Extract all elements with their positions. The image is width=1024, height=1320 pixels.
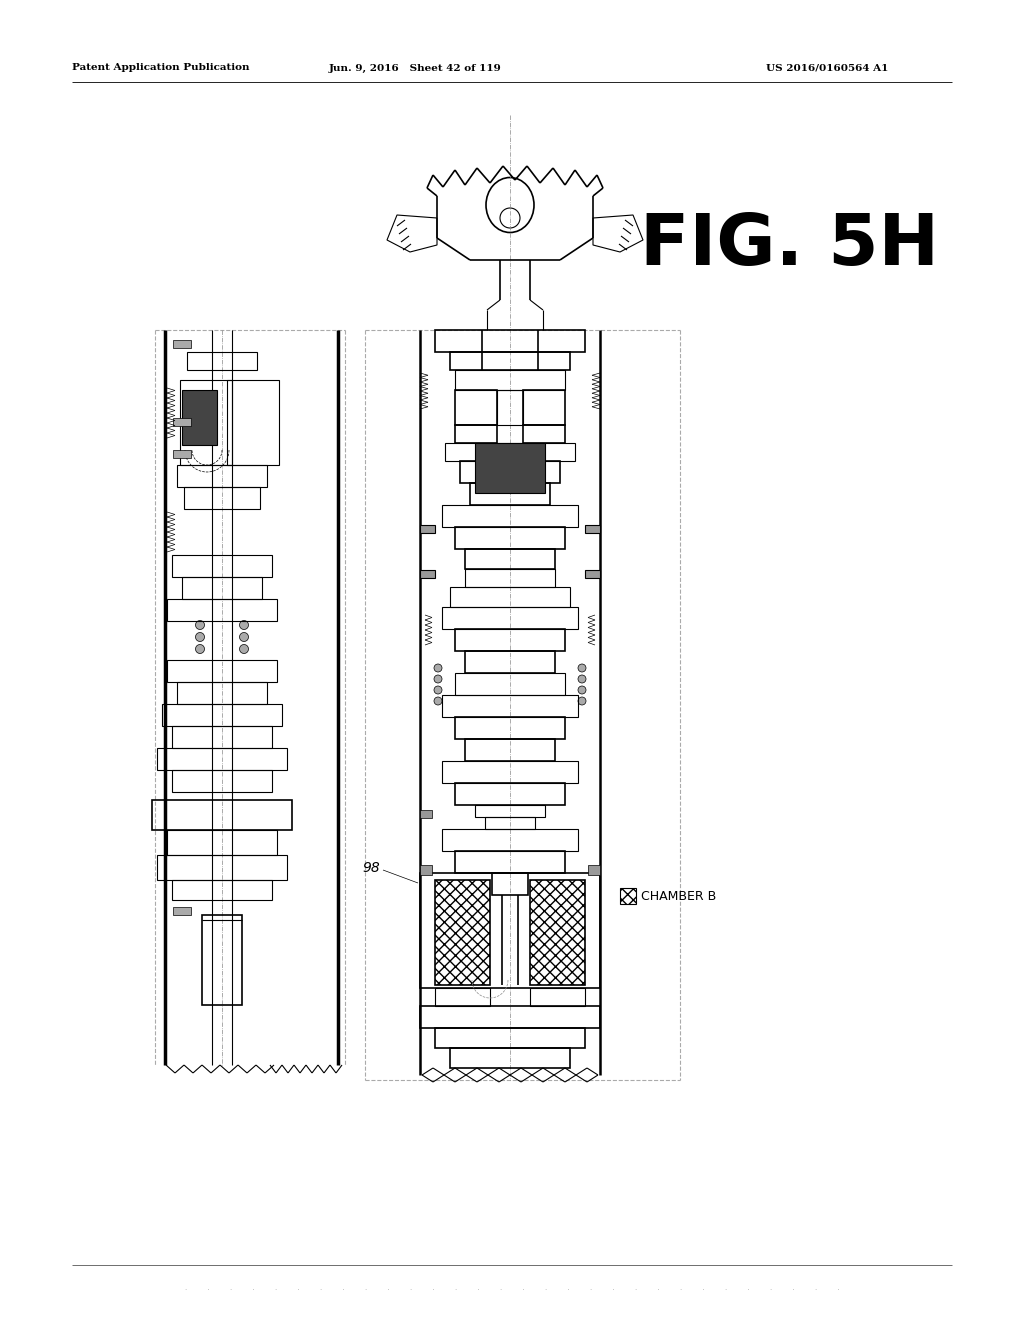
Bar [475,444,545,492]
Circle shape [434,664,442,672]
Circle shape [434,697,442,705]
Bar [523,389,565,425]
Bar [420,873,600,987]
Bar [465,739,555,762]
Bar [620,888,636,904]
Bar [455,851,565,873]
Bar [182,577,262,599]
Bar [435,987,490,1006]
Bar [420,1006,600,1028]
Bar [162,704,282,726]
Text: ·         ·         ·         ·         ·         ·         ·         ·         : · · · · · · · · [184,1287,840,1294]
Bar [588,865,600,875]
Bar [157,855,287,880]
Bar [585,525,600,533]
Circle shape [240,644,249,653]
Bar [442,829,578,851]
Bar [184,487,260,510]
Bar [227,380,279,465]
Bar [435,880,490,985]
Bar [450,587,570,607]
Bar [420,525,435,533]
Circle shape [578,686,586,694]
Bar [485,817,535,829]
Bar [465,651,555,673]
Bar [167,599,278,620]
Bar [435,330,585,352]
Circle shape [240,620,249,630]
Text: US 2016/0160564 A1: US 2016/0160564 A1 [766,63,889,73]
Bar [173,418,191,426]
Bar [202,915,242,1005]
Bar [173,341,191,348]
Bar [173,450,191,458]
Text: CHAMBER B: CHAMBER B [641,890,716,903]
Bar [455,425,497,444]
Bar [455,527,565,549]
Bar [455,717,565,739]
Bar [445,444,575,461]
Bar [442,762,578,783]
Bar [182,389,217,445]
Circle shape [196,620,205,630]
Bar [530,880,585,985]
Bar [420,865,432,875]
Circle shape [434,675,442,682]
Bar [442,506,578,527]
Bar [167,830,278,855]
Circle shape [196,632,205,642]
Bar [177,682,267,704]
Bar [173,907,191,915]
Bar [492,873,528,895]
Bar [172,880,272,900]
Bar [177,465,267,487]
Bar [180,380,232,465]
Bar [172,726,272,748]
Circle shape [240,632,249,642]
Bar [442,696,578,717]
Circle shape [578,697,586,705]
Bar [470,483,550,506]
Bar [475,805,545,817]
Circle shape [434,686,442,694]
Bar [460,461,560,483]
Bar [455,673,565,696]
Bar [167,660,278,682]
Circle shape [578,664,586,672]
Bar [585,570,600,578]
Bar [523,425,565,444]
Bar [450,1048,570,1068]
Bar [530,987,585,1006]
Bar [442,607,578,630]
Bar [157,748,287,770]
Bar [172,770,272,792]
Bar [455,783,565,805]
Text: Patent Application Publication: Patent Application Publication [72,63,250,73]
Bar [172,554,272,577]
Bar [420,810,432,818]
Bar [450,352,570,370]
Text: 98: 98 [362,861,380,875]
Text: FIG. 5H: FIG. 5H [640,210,939,280]
Bar [455,389,497,425]
Bar [465,549,555,569]
Bar [152,800,292,830]
Bar [455,630,565,651]
Bar [455,370,565,389]
Circle shape [578,675,586,682]
Bar [187,352,257,370]
Bar [420,570,435,578]
Circle shape [196,644,205,653]
Bar [465,569,555,587]
Text: Jun. 9, 2016   Sheet 42 of 119: Jun. 9, 2016 Sheet 42 of 119 [329,63,502,73]
Bar [435,1028,585,1048]
